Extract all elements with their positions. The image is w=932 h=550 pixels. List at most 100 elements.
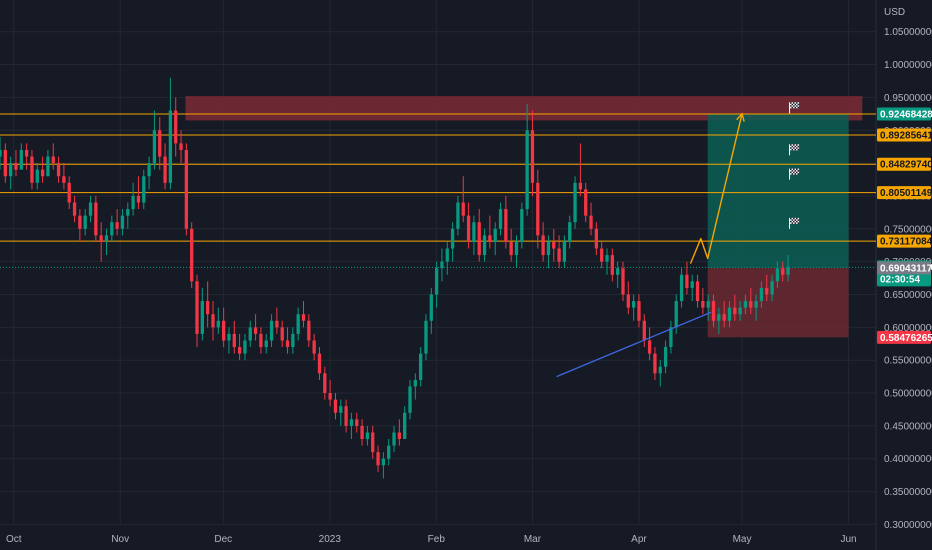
candle-body [328, 393, 332, 400]
candle-body [775, 268, 780, 282]
flag-check [794, 103, 797, 106]
candle-body [147, 163, 151, 177]
x-tick-label: Nov [111, 534, 129, 545]
candle-body [360, 425, 364, 440]
candle-body [35, 169, 39, 183]
candle-body [424, 320, 428, 354]
price-tag [877, 107, 931, 121]
candle-body [168, 110, 173, 183]
flag-check [791, 170, 794, 172]
flag-check [793, 147, 795, 149]
candle-body [743, 301, 748, 308]
flag-check [791, 222, 794, 224]
candle-body [637, 301, 641, 321]
x-tick-label: Oct [6, 534, 22, 545]
candle-body [536, 182, 540, 236]
candle-body [482, 235, 487, 256]
candle-body [333, 399, 338, 413]
y-tick-label: 0.40000000 [884, 454, 932, 465]
flag-check [796, 217, 798, 220]
flag-check [793, 171, 795, 174]
candle-body [621, 268, 625, 295]
checkered-flag-icon [789, 144, 800, 156]
candle-body [786, 267, 790, 275]
candle-body [530, 130, 535, 183]
candle-body [738, 307, 742, 315]
candle-body [0, 149, 2, 157]
candle-body [67, 182, 71, 203]
candle-body [56, 163, 61, 177]
y-tick-label: 0.95000000 [884, 93, 932, 104]
candle-body [14, 163, 18, 170]
candle-body [445, 248, 449, 262]
flag-check [790, 102, 792, 104]
candle-body [647, 340, 652, 354]
flag-check [791, 173, 794, 175]
profit-zone[interactable] [707, 114, 849, 268]
flag-check [793, 102, 795, 104]
x-tick-label: Dec [214, 534, 232, 545]
flag-check [791, 219, 794, 221]
candle-body [285, 340, 290, 348]
price-tag [877, 261, 931, 275]
candle-body [216, 320, 220, 328]
y-tick-label: 0.35000000 [884, 487, 932, 498]
zones [185, 96, 863, 338]
flag-check [790, 144, 792, 146]
candle-body [578, 182, 583, 190]
candle-body [408, 386, 412, 413]
projection-arrowhead [736, 112, 745, 122]
flag-check [797, 148, 800, 151]
candle-body [488, 235, 492, 242]
price-tag [877, 186, 931, 200]
ascending-trendline[interactable] [556, 311, 712, 378]
y-tick-label: 0.50000000 [884, 389, 932, 400]
candle-body [514, 241, 519, 256]
flag-check [793, 105, 795, 107]
candle-body [301, 314, 306, 321]
candle-body [749, 301, 753, 308]
candle-body [142, 176, 146, 203]
candle-body [498, 209, 503, 229]
candle-body [669, 327, 673, 348]
candle-body [674, 301, 678, 328]
flag-check [793, 168, 795, 171]
flag-check [793, 220, 795, 223]
flag-check [796, 144, 798, 146]
candle-body [83, 215, 87, 229]
flag-check [796, 147, 798, 149]
flag-check [796, 102, 798, 104]
x-tick-label: Jun [840, 534, 856, 545]
x-tick-label: Feb [428, 534, 446, 545]
candle-body [626, 294, 630, 308]
candle-body [136, 195, 141, 203]
candle-body [472, 222, 476, 242]
price-tag [877, 234, 931, 248]
x-tick-label: Apr [631, 534, 647, 545]
candle-body [403, 412, 407, 440]
flag-check [791, 145, 794, 148]
candles [0, 77, 790, 479]
candle-body [605, 255, 609, 262]
drawings[interactable] [556, 102, 800, 378]
candle-body [584, 189, 588, 216]
candle-body [589, 215, 593, 229]
time-axis[interactable]: Oct Nov Dec 2023 Feb Mar Apr May Jun [6, 534, 857, 545]
candle-body [546, 241, 551, 256]
candle-body [248, 327, 252, 341]
flag-check [797, 103, 800, 106]
candle-body [190, 228, 194, 282]
flag-check [794, 222, 797, 224]
candle-body [72, 202, 77, 216]
candle-body [46, 156, 50, 177]
candle-body [40, 169, 45, 177]
candle-body [653, 353, 657, 374]
y-tick-label: 0.45000000 [884, 421, 932, 432]
candle-body [685, 274, 689, 288]
candle-body [62, 176, 66, 183]
candle-body [174, 110, 178, 144]
candle-body [184, 149, 189, 229]
candle-body [397, 432, 402, 440]
projection-path[interactable] [689, 113, 743, 264]
